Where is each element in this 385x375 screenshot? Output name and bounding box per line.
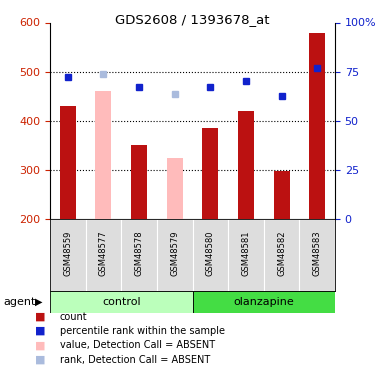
- Bar: [50, 219, 85, 291]
- Text: GSM48583: GSM48583: [313, 231, 321, 276]
- Bar: [85, 219, 121, 291]
- Text: olanzapine: olanzapine: [233, 297, 294, 307]
- Bar: [273, 171, 290, 219]
- Bar: [60, 106, 76, 219]
- Text: ■: ■: [35, 326, 45, 336]
- Text: GSM48579: GSM48579: [170, 231, 179, 276]
- Bar: [192, 219, 228, 291]
- Bar: [238, 111, 254, 219]
- Bar: [228, 219, 264, 291]
- Text: value, Detection Call = ABSENT: value, Detection Call = ABSENT: [60, 340, 215, 350]
- Text: GSM48578: GSM48578: [135, 231, 144, 276]
- Bar: [309, 33, 325, 219]
- Bar: [167, 158, 183, 219]
- Bar: [264, 219, 300, 291]
- Bar: [192, 291, 335, 313]
- Text: GSM48582: GSM48582: [277, 231, 286, 276]
- Text: ▶: ▶: [35, 297, 42, 307]
- Bar: [202, 128, 218, 219]
- Text: ■: ■: [35, 355, 45, 364]
- Bar: [50, 291, 192, 313]
- Bar: [157, 219, 192, 291]
- Text: control: control: [102, 297, 141, 307]
- Text: agent: agent: [4, 297, 36, 307]
- Text: GSM48577: GSM48577: [99, 231, 108, 276]
- Text: rank, Detection Call = ABSENT: rank, Detection Call = ABSENT: [60, 355, 210, 364]
- Bar: [300, 219, 335, 291]
- Text: GSM48580: GSM48580: [206, 231, 215, 276]
- Bar: [95, 92, 112, 219]
- Text: count: count: [60, 312, 87, 322]
- Text: GSM48581: GSM48581: [241, 231, 250, 276]
- Bar: [131, 145, 147, 219]
- Text: GDS2608 / 1393678_at: GDS2608 / 1393678_at: [115, 13, 270, 26]
- Text: ■: ■: [35, 312, 45, 322]
- Text: ■: ■: [35, 340, 45, 350]
- Text: GSM48559: GSM48559: [64, 231, 72, 276]
- Bar: [121, 219, 157, 291]
- Text: percentile rank within the sample: percentile rank within the sample: [60, 326, 225, 336]
